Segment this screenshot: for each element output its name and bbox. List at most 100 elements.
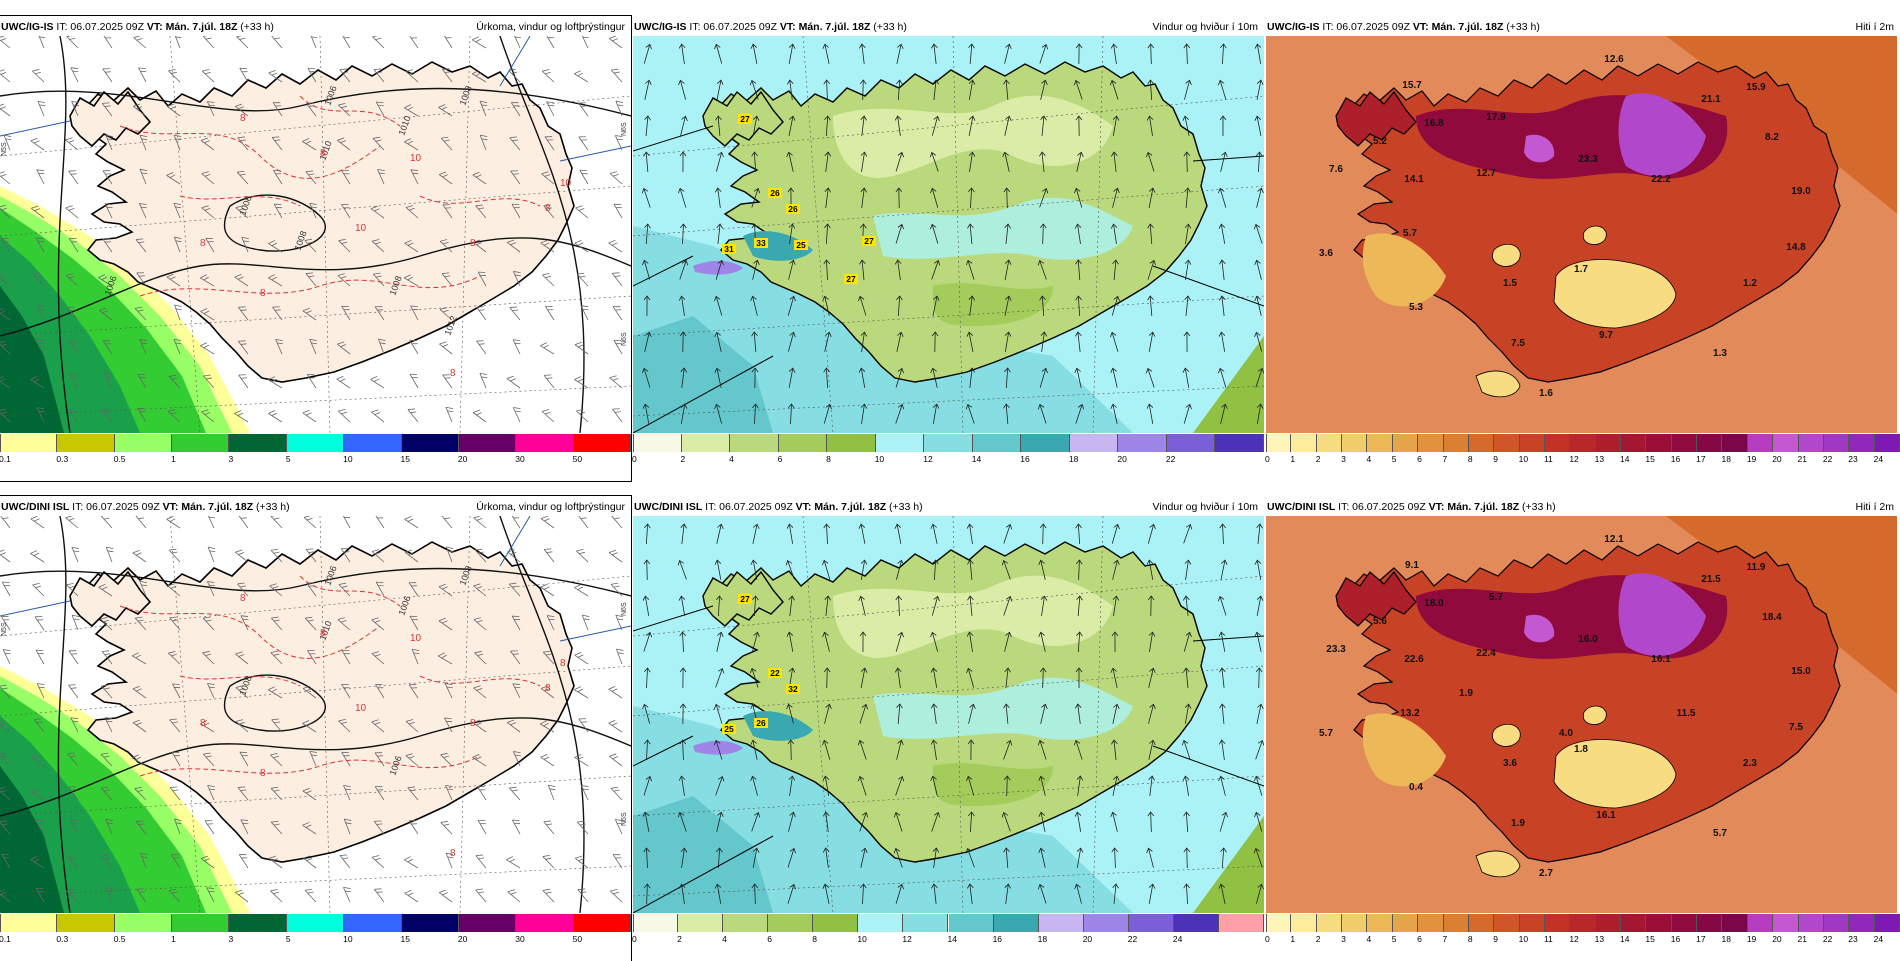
gridline-label: N6S <box>621 332 628 346</box>
temp-value-label: 18.4 <box>1762 612 1782 623</box>
colorbar-tick-label: 8 <box>826 454 831 464</box>
temp-value-label: 1.9 <box>1511 818 1525 829</box>
colorbar-swatch <box>723 914 768 932</box>
colorbar-swatch <box>172 434 229 452</box>
colorbar-swatch <box>633 914 678 932</box>
temp-value-label: 11.5 <box>1677 708 1696 719</box>
temp-contour-label: 8 <box>260 768 266 779</box>
colorbar-swatch <box>1672 914 1697 932</box>
colorbar-swatch <box>1799 914 1824 932</box>
colorbar-tick-label: 23 <box>1848 454 1857 464</box>
temp-value-label: 16.0 <box>1578 634 1598 645</box>
colorbar-swatch <box>1621 914 1646 932</box>
temp-value-label: 14.1 <box>1404 174 1424 185</box>
colorbar-tick-label: 20 <box>1083 934 1092 944</box>
valid-time: VT: Mán. 7.júl. 18Z <box>1413 21 1503 33</box>
valid-time: VT: Mán. 7.júl. 18Z <box>796 501 886 513</box>
colorbar-tick-label: 8 <box>812 934 817 944</box>
colorbar-swatch <box>1070 434 1119 452</box>
colorbar-swatch <box>229 914 286 932</box>
colorbar-swatch <box>730 434 779 452</box>
colorbar-tick-label: 50 <box>573 934 582 944</box>
model-name: UWC/DINI ISL <box>1 501 69 513</box>
colorbar-swatch <box>1520 914 1545 932</box>
temp-value-label: 2.7 <box>1539 868 1553 879</box>
colorbar-swatch <box>1646 434 1671 452</box>
colorbar-tick-label: 14 <box>948 934 957 944</box>
temp-value-label: 15.0 <box>1791 666 1811 677</box>
colorbar-tick-label: 9 <box>1493 454 1498 464</box>
colorbar-swatch <box>516 434 573 452</box>
colorbar-swatch <box>1875 434 1900 452</box>
colorbar-swatch <box>1748 434 1773 452</box>
temp-value-label: 9.7 <box>1599 330 1613 341</box>
colorbar-swatch <box>344 914 401 932</box>
gust-label: 27 <box>846 274 856 284</box>
colorbar-swatch <box>678 914 723 932</box>
gust-label: 26 <box>756 718 766 728</box>
colorbar-tick-label: 18 <box>1069 454 1078 464</box>
colorbar-tick-label: 10 <box>1519 934 1528 944</box>
colorbar-tick-label: 20 <box>1772 934 1781 944</box>
temp-value-label: 16.1 <box>1651 654 1671 665</box>
colorbar-tick-label: 8 <box>1468 454 1473 464</box>
colorbar-tick-label: 4 <box>722 934 727 944</box>
colorbar-tick-label: 4 <box>729 454 734 464</box>
colorbar-swatch <box>1367 914 1392 932</box>
colorbar-tick-label: 0 <box>1265 934 1270 944</box>
colorbar-swatch <box>57 434 114 452</box>
colorbar-tick-label: 6 <box>767 934 772 944</box>
temp-value-label: 17.9 <box>1486 112 1506 123</box>
colorbar-tick-label: 50 <box>573 454 582 464</box>
colorbar-swatch <box>1722 434 1747 452</box>
colorbar-swatch <box>1219 914 1264 932</box>
lead-time: (+33 h) <box>240 21 274 33</box>
colorbar-tick-label: 13 <box>1595 934 1604 944</box>
colorbar-tick-label: 18 <box>1038 934 1047 944</box>
colorbar-tick-label: 0 <box>1265 454 1270 464</box>
colorbar-swatch <box>115 914 172 932</box>
colorbar-swatch <box>1039 914 1084 932</box>
colorbar-tick-label: 12 <box>1569 934 1578 944</box>
colorbar-swatch <box>813 914 858 932</box>
colorbar-tick-label: 11 <box>1544 934 1553 944</box>
temp-value-label: 2.3 <box>1743 758 1757 769</box>
colorbar-tick-label: 3 <box>228 454 233 464</box>
model-name: UWC/DINI ISL <box>634 501 702 513</box>
temp-contour-label: 8 <box>240 113 246 124</box>
temp-value-label: 8.2 <box>1765 132 1779 143</box>
colorbar-swatch <box>1875 914 1900 932</box>
colorbar-swatch <box>1849 434 1874 452</box>
colorbar-swatch <box>1520 434 1545 452</box>
colorbar-swatch <box>1722 914 1747 932</box>
colorbar-swatch <box>1596 914 1621 932</box>
colorbar-tick-label: 16 <box>1671 454 1680 464</box>
colorbar-swatch <box>1266 434 1291 452</box>
colorbar-swatch <box>1174 914 1219 932</box>
colorbar-swatch <box>1444 434 1469 452</box>
colorbar-tick-label: 1 <box>171 454 176 464</box>
temp-value-label: 5.3 <box>1409 302 1423 313</box>
temp-value-label: 15.7 <box>1402 80 1422 91</box>
temp-value-label: 11.9 <box>1747 562 1766 573</box>
colorbar-swatch <box>459 914 516 932</box>
gridline-label: N6S <box>621 122 628 136</box>
init-time: IT: 06.07.2025 09Z <box>72 501 160 513</box>
temp-value-label: 1.6 <box>1539 388 1553 399</box>
colorbar-tick-label: 20 <box>1772 454 1781 464</box>
temp-contour-label: 8 <box>200 238 206 249</box>
valid-time: VT: Mán. 7.júl. 18Z <box>1429 501 1519 513</box>
colorbar-tick-label: 21 <box>1798 454 1807 464</box>
colorbar-swatch <box>1494 914 1519 932</box>
colorbar-swatch <box>1317 434 1342 452</box>
colorbar-tick-label: 24 <box>1874 934 1883 944</box>
colorbar-tick-label: 3 <box>1341 934 1346 944</box>
colorbar-swatch <box>1545 914 1570 932</box>
colorbar-tick-label: 8 <box>1468 934 1473 944</box>
temp-value-label: 19.0 <box>1791 186 1811 197</box>
colorbar-swatch <box>903 914 948 932</box>
